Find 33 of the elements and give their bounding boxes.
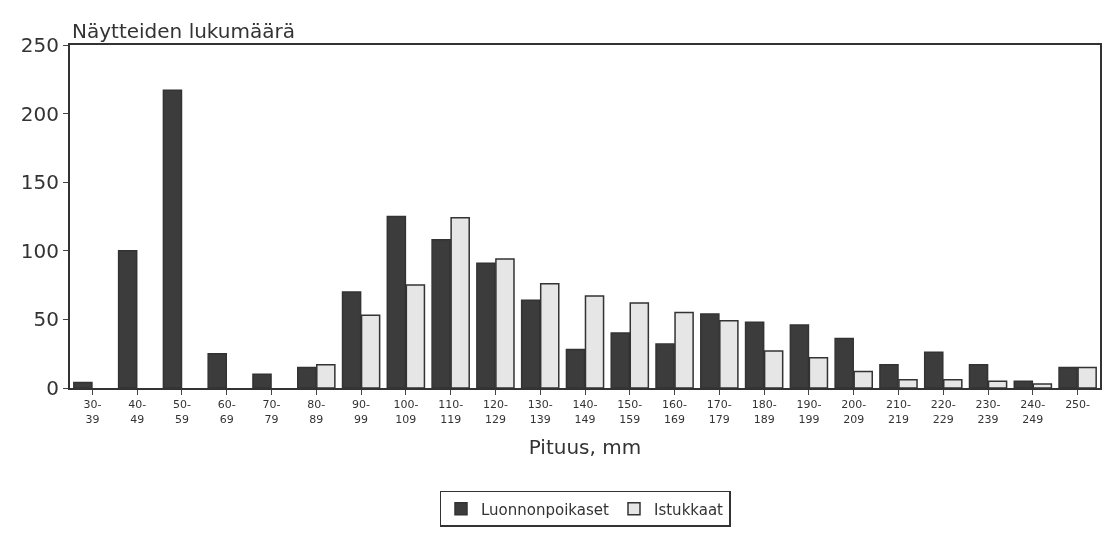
x-tick-label: 240-249 xyxy=(1020,398,1046,426)
x-tick-label: 180-189 xyxy=(751,398,777,426)
x-tick-label: 160-169 xyxy=(662,398,688,426)
x-tick-label: 200-209 xyxy=(841,398,867,426)
x-tick-label: 230-239 xyxy=(975,398,1001,426)
x-tick-label: 100-109 xyxy=(393,398,419,426)
x-tick-label: 30-39 xyxy=(83,398,102,426)
x-tick-label: 90-99 xyxy=(352,398,371,426)
x-tick-label: 250- xyxy=(1065,398,1091,412)
x-tick-label: 40-49 xyxy=(128,398,147,426)
x-tick-label: 150-159 xyxy=(617,398,643,426)
x-tick-label: 80-89 xyxy=(307,398,326,426)
y-tick-label: 50 xyxy=(33,307,59,332)
y-tick-label: 250 xyxy=(20,33,59,57)
y-axis-title: Näytteiden lukumäärä xyxy=(72,19,295,43)
x-tick-label: 170-179 xyxy=(706,398,732,426)
legend-label: Luonnonpoikaset xyxy=(481,500,609,519)
x-tick-label: 110-119 xyxy=(438,398,464,426)
x-tick-label: 210-219 xyxy=(886,398,911,426)
x-tick-label: 70-79 xyxy=(262,398,281,426)
x-tick-label: 120-129 xyxy=(482,398,508,426)
x-tick-label: 130-139 xyxy=(527,398,553,426)
x-tick-label: 50-59 xyxy=(172,398,191,426)
y-tick-label: 100 xyxy=(20,238,59,263)
x-tick-label: 140-149 xyxy=(572,398,598,426)
legend-label: Istukkaat xyxy=(654,500,724,519)
x-tick-label: 190-199 xyxy=(796,398,822,426)
y-tick-label: 150 xyxy=(20,170,59,195)
x-tick-label: 60-69 xyxy=(217,398,236,426)
y-tick-label: 0 xyxy=(46,376,59,400)
x-axis-title: Pituus, mm xyxy=(528,434,642,459)
x-tick-label: 220-229 xyxy=(930,398,956,426)
y-tick-label: 200 xyxy=(20,101,59,126)
